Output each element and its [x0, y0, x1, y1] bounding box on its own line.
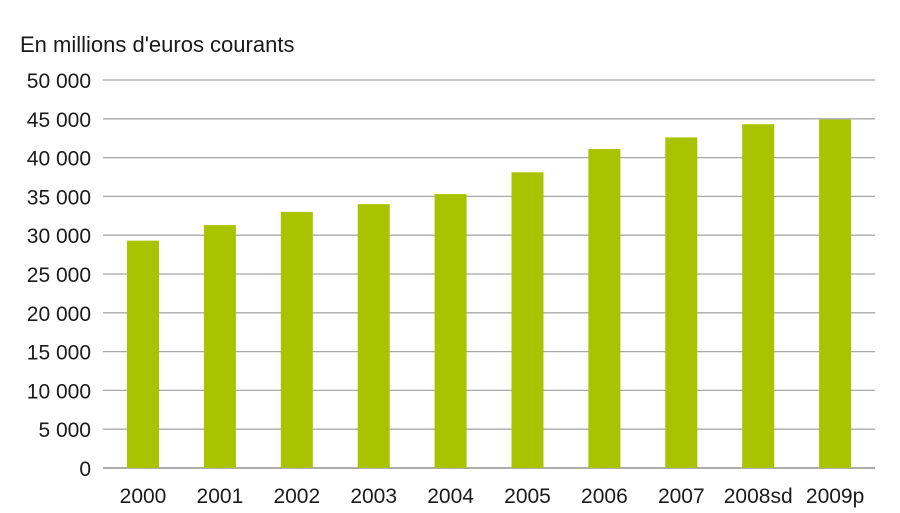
bar-2000 — [127, 240, 159, 468]
x-tick-label: 2008sd — [724, 485, 793, 508]
bar-2002 — [280, 211, 313, 469]
bar-2004 — [434, 194, 467, 468]
y-tick-label: 5 000 — [38, 419, 91, 442]
x-tick-label: 2001 — [197, 485, 244, 508]
x-tick-label: 2002 — [273, 485, 320, 508]
x-tick-label: 2003 — [350, 485, 397, 508]
x-tick-label: 2000 — [120, 485, 167, 508]
bar-2001 — [203, 225, 236, 468]
bar-2008sd — [742, 124, 775, 469]
x-tick-label: 2007 — [658, 485, 705, 508]
y-tick-label: 20 000 — [27, 303, 91, 326]
y-tick-label: 40 000 — [27, 148, 91, 171]
y-tick-label: 15 000 — [27, 342, 91, 365]
y-tick-label: 10 000 — [27, 380, 91, 403]
bar-2005 — [511, 172, 544, 468]
y-tick-label: 35 000 — [27, 186, 91, 209]
bar-2009p — [819, 119, 852, 469]
y-tick-label: 45 000 — [27, 109, 91, 132]
x-axis-ticks: 2000 2001 2002 2003 2004 2005 2006 2007 2008sd 20… — [120, 485, 865, 508]
bar-2006 — [588, 149, 621, 468]
y-tick-label: 0 — [79, 458, 91, 481]
bar-2003 — [357, 204, 390, 468]
bars — [127, 119, 852, 469]
y-tick-label: 50 000 — [27, 70, 91, 93]
y-tick-label: 30 000 — [27, 225, 91, 248]
y-tick-label: 25 000 — [27, 264, 91, 287]
x-tick-label: 2005 — [504, 485, 551, 508]
y-axis-unit-label: En millions d'euros courants — [20, 32, 294, 57]
y-axis-ticks: 0 5 000 10 000 15 000 20 000 25 000 30 000 35 0… — [27, 70, 91, 481]
x-tick-label: 2004 — [427, 485, 474, 508]
bar-2007 — [665, 137, 698, 468]
x-tick-label: 2006 — [581, 485, 628, 508]
x-tick-label: 2009p — [806, 485, 864, 508]
